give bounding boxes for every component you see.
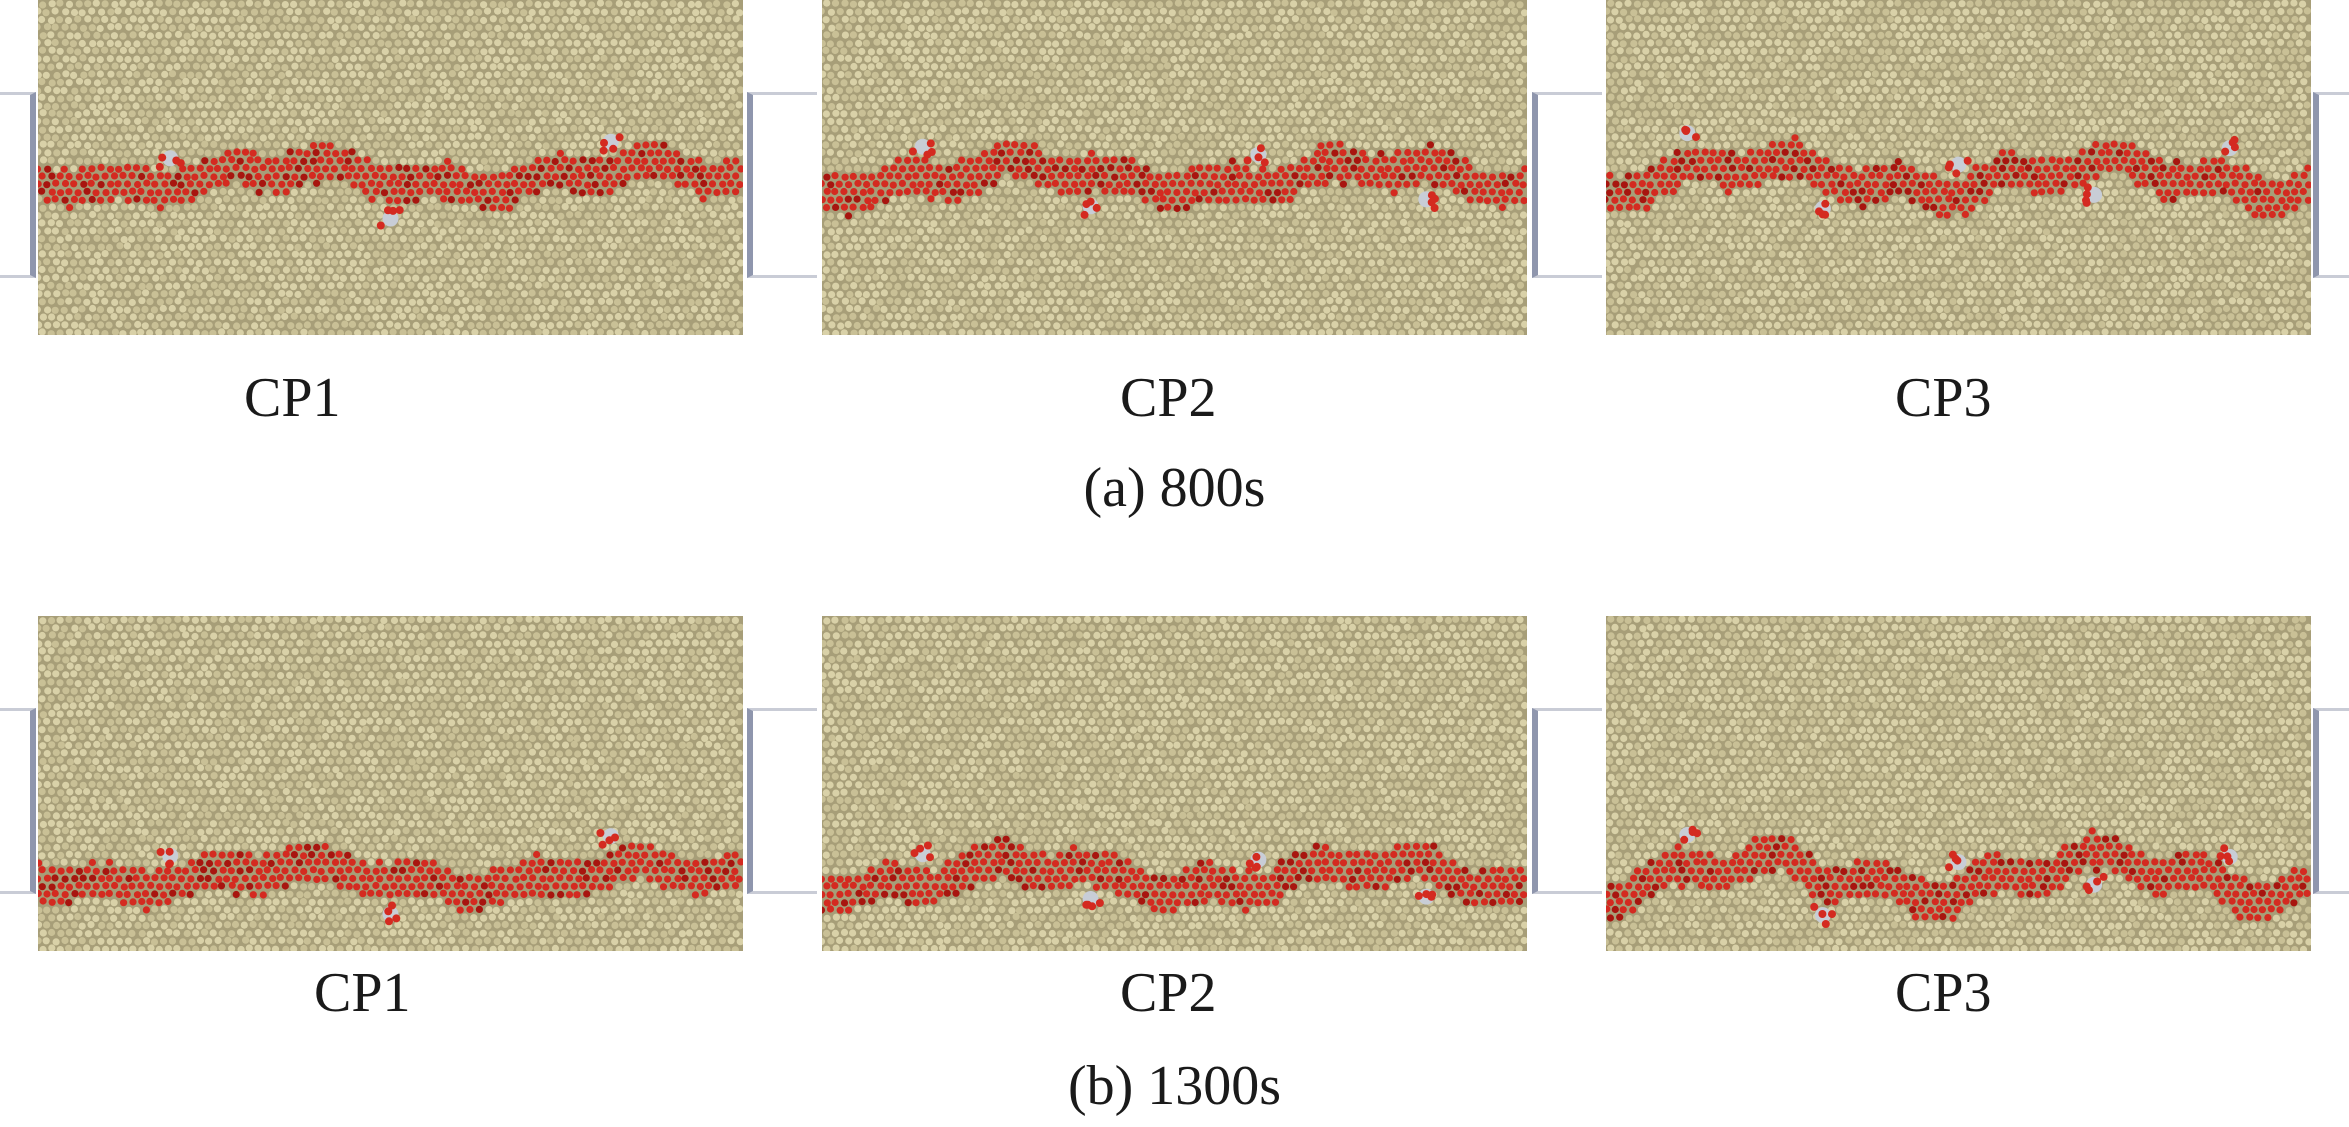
panel-label-a-cp2: CP2 — [1120, 370, 1217, 426]
left-boundary-wall — [0, 92, 36, 278]
boundary-wall-b-1 — [747, 708, 817, 894]
boundary-wall-b-2 — [1532, 708, 1602, 894]
particle-panel-b-cp1 — [38, 616, 743, 951]
boundary-wall-a-1 — [747, 92, 817, 278]
particle-field-svg — [1606, 0, 2311, 335]
particle-panel-b-cp2 — [822, 616, 1527, 951]
row-caption-b: (b) 1300s — [0, 1058, 2349, 1114]
row-caption-a: (a) 800s — [0, 460, 2349, 516]
particle-field-svg — [822, 0, 1527, 335]
particle-field-svg — [822, 616, 1527, 951]
particle-panel-a-cp3 — [1606, 0, 2311, 335]
panel-label-a-cp3: CP3 — [1895, 370, 1992, 426]
particle-panel-a-cp2 — [822, 0, 1527, 335]
particle-panel-b-cp3 — [1606, 616, 2311, 951]
panel-label-a-cp1: CP1 — [244, 370, 341, 426]
particle-field-svg — [38, 0, 743, 335]
panel-label-b-cp1: CP1 — [314, 965, 411, 1021]
panel-label-b-cp2: CP2 — [1120, 965, 1217, 1021]
particle-field-svg — [38, 616, 743, 951]
panel-label-b-cp3: CP3 — [1895, 965, 1992, 1021]
right-boundary-wall — [2313, 92, 2349, 278]
particle-panel-a-cp1 — [38, 0, 743, 335]
particle-field-svg — [1606, 616, 2311, 951]
right-boundary-wall-b — [2313, 708, 2349, 894]
boundary-wall-a-2 — [1532, 92, 1602, 278]
left-boundary-wall-b — [0, 708, 36, 894]
